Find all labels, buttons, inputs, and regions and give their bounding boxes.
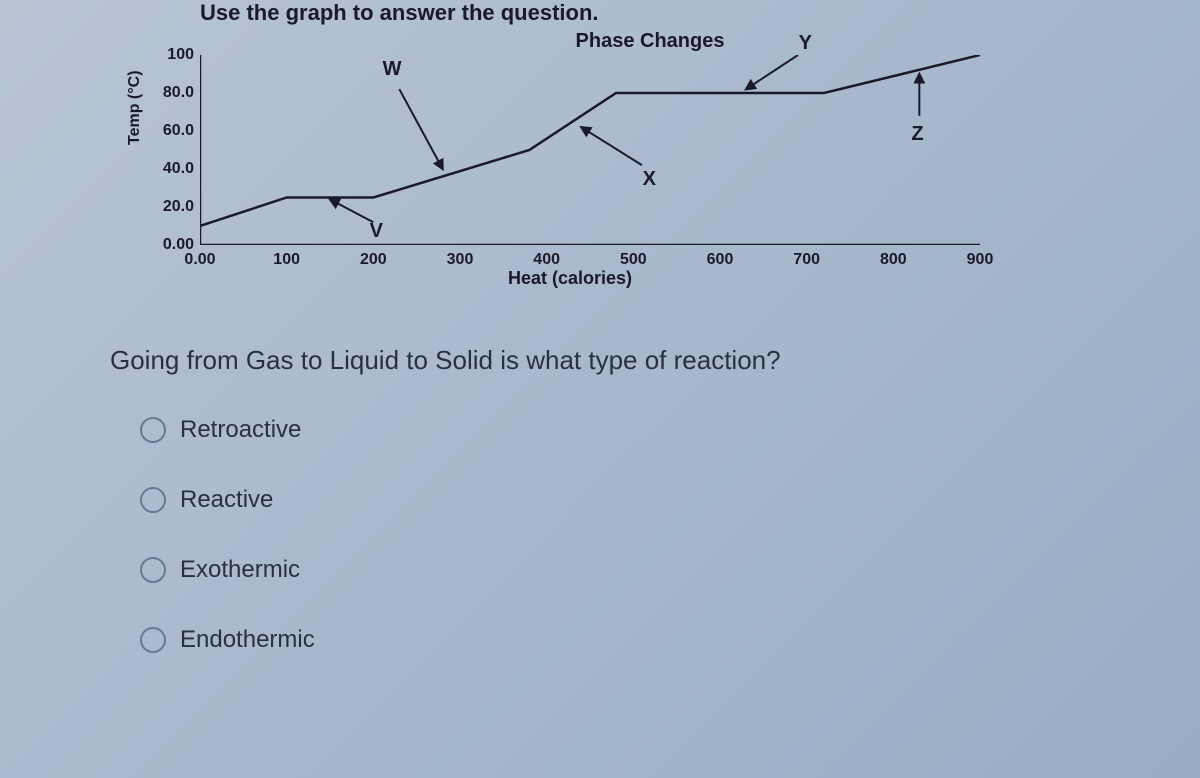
radio-icon[interactable] [140,417,166,443]
y-tick-label: 60.0 [146,122,194,140]
answer-option-label: Exothermic [180,556,300,584]
answer-option-label: Reactive [180,486,273,514]
y-tick-label: 80.0 [146,84,194,102]
answer-options: Retroactive Reactive Exothermic Endothermic [140,416,1100,654]
radio-icon[interactable] [140,627,166,653]
question-text: Going from Gas to Liquid to Solid is wha… [110,345,1100,376]
x-tick-label: 900 [967,251,994,269]
y-axis-label: Temp (°C) [126,70,144,145]
radio-icon[interactable] [140,557,166,583]
chart-title: Phase Changes [200,30,1100,53]
answer-option-label: Endothermic [180,626,315,654]
graph-instruction: Use the graph to answer the question. [200,0,1100,26]
answer-option[interactable]: Reactive [140,486,1100,514]
answer-option[interactable]: Exothermic [140,556,1100,584]
x-tick-label: 100 [273,251,300,269]
x-tick-label: 600 [707,251,734,269]
x-axis-label: Heat (calories) [140,268,1000,289]
answer-option-label: Retroactive [180,416,301,444]
chart-svg [200,55,980,245]
chart-annotation-y: Y [799,32,812,55]
phase-change-chart: Temp (°C) 0.0020.040.060.080.01000.00100… [140,55,1000,285]
answer-option[interactable]: Retroactive [140,416,1100,444]
x-tick-label: 500 [620,251,647,269]
x-tick-label: 0.00 [184,251,215,269]
chart-annotation-z: Z [911,123,923,146]
x-tick-label: 200 [360,251,387,269]
x-tick-label: 300 [447,251,474,269]
chart-annotation-w: W [383,58,402,81]
quiz-page: Use the graph to answer the question. Ph… [0,0,1200,778]
x-tick-label: 400 [533,251,560,269]
radio-icon[interactable] [140,487,166,513]
chart-plot-area: 0.0020.040.060.080.01000.001002003004005… [200,55,980,245]
y-tick-label: 40.0 [146,160,194,178]
chart-annotation-v: V [370,220,383,243]
chart-annotation-x: X [643,168,656,191]
x-tick-label: 700 [793,251,820,269]
y-tick-label: 100 [146,46,194,64]
answer-option[interactable]: Endothermic [140,626,1100,654]
x-tick-label: 800 [880,251,907,269]
y-tick-label: 20.0 [146,198,194,216]
